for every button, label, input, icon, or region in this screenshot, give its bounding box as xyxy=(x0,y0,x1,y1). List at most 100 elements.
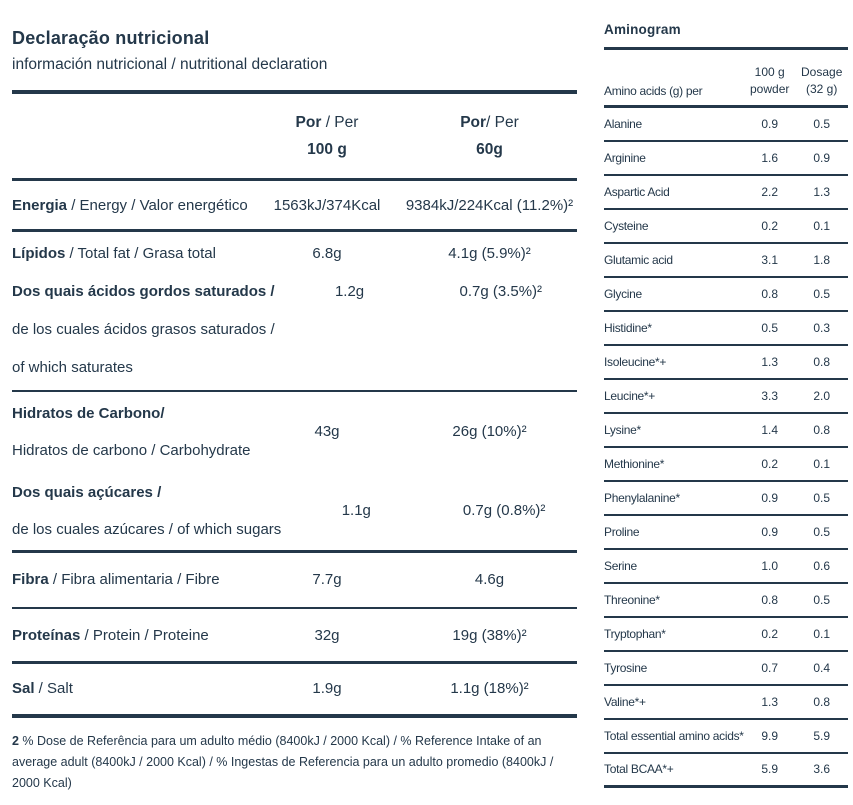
fibre-per100-value: 7.7g xyxy=(312,571,342,588)
amino-dosage-value: 1.3 xyxy=(813,184,831,199)
amino-per100-value: 0.7 xyxy=(761,660,779,675)
saturates-label-en: of which saturates xyxy=(12,359,133,376)
amino-per100-value: 0.2 xyxy=(761,218,779,233)
table-row: Glutamic acid 3.1 1.8 xyxy=(604,244,848,278)
sugars-label: Dos quais açúcares / de los cuales azúca… xyxy=(12,483,282,538)
amino-dosage-value: 0.1 xyxy=(813,626,831,641)
amino-dosage-value: 0.4 xyxy=(813,660,831,675)
amino-dosage-value: 0.1 xyxy=(813,456,831,471)
amino-name: Isoleucine*+ xyxy=(604,354,667,369)
row-carbohydrate: Hidratos de Carbono/ Hidratos de carbono… xyxy=(12,392,577,471)
column-header-60g: Por/ Per 60g xyxy=(460,113,519,158)
amino-name: Proline xyxy=(604,524,640,539)
amino-name: Glycine xyxy=(604,286,642,301)
table-row: Serine 1.0 0.6 xyxy=(604,550,848,584)
amino-per100-value: 3.1 xyxy=(761,252,779,267)
amino-name: Lysine* xyxy=(604,422,641,437)
salt-label: Sal / Salt xyxy=(12,680,73,697)
row-total-fat: Lípidos / Total fat / Grasa total 6.8g 4… xyxy=(12,235,577,273)
column-header-row: Por / Per 100 g Por/ Per 60g xyxy=(12,94,577,178)
amino-per100-value: 3.3 xyxy=(761,388,779,403)
amino-per100-value: 5.9 xyxy=(761,762,779,776)
aminogram-title: Aminogram xyxy=(604,22,681,37)
fat-per60-value: 4.1g (5.9%)² xyxy=(448,245,531,262)
table-row: Cysteine 0.2 0.1 xyxy=(604,210,848,244)
row-protein: Proteínas / Protein / Proteine 32g 19g (… xyxy=(12,609,577,661)
row-saturates: Dos quais ácidos gordos saturados / 1.2g… xyxy=(12,273,577,311)
amino-name: Glutamic acid xyxy=(604,252,673,267)
protein-label: Proteínas / Protein / Proteine xyxy=(12,626,209,644)
protein-per100-value: 32g xyxy=(314,626,340,644)
amino-per100-value: 0.9 xyxy=(761,116,779,131)
amino-dosage-value: 0.8 xyxy=(813,354,831,369)
table-row: Lysine* 1.4 0.8 xyxy=(604,414,848,448)
saturates-label-en-row: of which saturates xyxy=(12,349,577,387)
amino-dosage-value: 0.8 xyxy=(813,694,831,709)
table-row: Methionine* 0.2 0.1 xyxy=(604,448,848,482)
column-header-100g: Por / Per 100 g xyxy=(295,113,359,158)
amino-dosage-value: 0.5 xyxy=(813,286,831,301)
divider xyxy=(12,713,577,718)
fibre-per60-value: 4.6g xyxy=(474,571,505,588)
carbohydrate-label: Hidratos de Carbono/ Hidratos de carbono… xyxy=(12,404,251,459)
amino-per100-value: 1.4 xyxy=(761,422,779,437)
amino-name: Aspartic Acid xyxy=(604,184,670,199)
sugars-per60-value: 0.7g (0.8%)² xyxy=(462,502,546,519)
saturates-per100-value: 1.2g xyxy=(334,283,365,300)
amino-name: Tyrosine xyxy=(604,660,647,675)
amino-per100-value: 0.5 xyxy=(761,320,779,335)
amino-dosage-value: 0.9 xyxy=(813,150,831,165)
saturates-label-pt: Dos quais ácidos gordos saturados / xyxy=(12,283,275,300)
aminogram-rows: Alanine 0.9 0.5 Arginine 1.6 0.9 Asparti… xyxy=(604,108,848,788)
divider xyxy=(12,389,577,392)
fibre-label: Fibra / Fibra alimentaria / Fibre xyxy=(12,571,220,588)
table-row: Valine*+ 1.3 0.8 xyxy=(604,686,848,720)
table-row: Histidine* 0.5 0.3 xyxy=(604,312,848,346)
amino-dosage-value: 0.3 xyxy=(813,320,831,335)
table-row: Glycine 0.8 0.5 xyxy=(604,278,848,312)
amino-name: Valine*+ xyxy=(604,694,646,709)
row-energy: Energia / Energy / Valor energético 1563… xyxy=(12,181,577,229)
fat-label: Lípidos / Total fat / Grasa total xyxy=(12,245,216,262)
row-fibre: Fibra / Fibra alimentaria / Fibre 7.7g 4… xyxy=(12,553,577,607)
sugars-per100-value: 1.1g xyxy=(341,502,371,519)
row-salt: Sal / Salt 1.9g 1.1g (18%)² xyxy=(12,664,577,714)
amino-name: Alanine xyxy=(604,116,642,131)
divider xyxy=(12,606,577,609)
divider xyxy=(12,550,577,553)
table-row: Phenylalanine* 0.9 0.5 xyxy=(604,482,848,516)
table-row: Total BCAA*+ 5.9 3.6 xyxy=(604,754,848,788)
amino-dosage-value: 0.5 xyxy=(813,116,831,131)
amino-name: Histidine* xyxy=(604,320,652,335)
amino-name: Threonine* xyxy=(604,592,660,607)
footnote-marker: 2 xyxy=(12,733,19,748)
divider xyxy=(12,229,577,232)
aminogram-column-header: Amino acids (g) per 100 g powder Dosage … xyxy=(604,50,848,105)
saturates-per60-value: 0.7g (3.5%)² xyxy=(459,283,543,300)
amino-dosage-value: 0.6 xyxy=(813,558,831,573)
saturates-label-es-row: de los cuales ácidos grasos saturados / xyxy=(12,311,577,349)
table-row: Proline 0.9 0.5 xyxy=(604,516,848,550)
amino-dosage-value: 0.8 xyxy=(813,422,831,437)
amino-name: Methionine* xyxy=(604,456,665,471)
divider xyxy=(12,90,577,94)
divider xyxy=(604,104,848,108)
amino-name: Arginine xyxy=(604,150,646,165)
amino-dosage-value: 3.6 xyxy=(813,762,831,776)
amino-per100-value: 2.2 xyxy=(761,184,779,199)
row-sugars: Dos quais açúcares / de los cuales azúca… xyxy=(12,471,577,550)
energy-label: Energia / Energy / Valor energético xyxy=(12,196,248,214)
amino-per100-value: 1.3 xyxy=(761,354,779,369)
amino-per100-value: 0.9 xyxy=(761,490,779,505)
page-title: Declaração nutricional xyxy=(12,28,210,48)
table-row: Threonine* 0.8 0.5 xyxy=(604,584,848,618)
amino-per100-value: 0.9 xyxy=(761,524,779,539)
amino-dosage-value: 0.5 xyxy=(813,490,831,505)
reference-intake-footnote: 2 % Dose de Referência para um adulto mé… xyxy=(12,733,554,790)
carbohydrate-per60-value: 26g (10%)² xyxy=(452,423,527,440)
amino-per100-value: 9.9 xyxy=(761,728,779,743)
amino-name: Serine xyxy=(604,558,637,573)
fat-per100-value: 6.8g xyxy=(312,245,342,262)
page-subtitle: información nutricional / nutritional de… xyxy=(12,56,328,73)
